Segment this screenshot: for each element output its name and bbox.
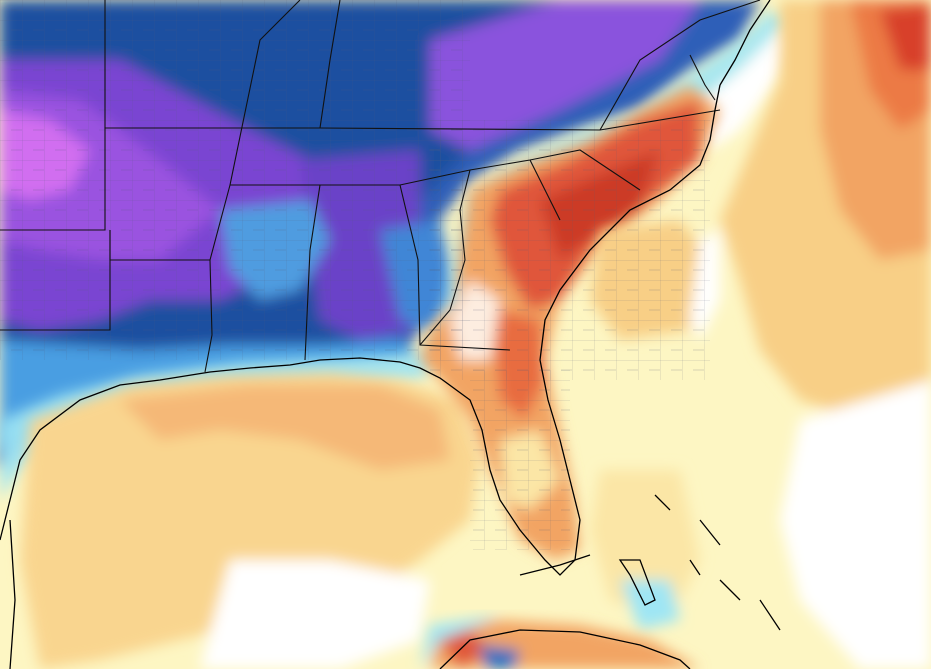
gulf-warm-field — [20, 372, 480, 669]
state-borders — [0, 0, 761, 373]
county-grid-southeast — [430, 120, 710, 380]
atlantic-warm-field — [590, 0, 931, 669]
coastlines — [0, 0, 781, 669]
cuba-field — [420, 615, 700, 669]
county-grid-inland — [0, 0, 470, 360]
county-grid-florida — [470, 370, 570, 550]
